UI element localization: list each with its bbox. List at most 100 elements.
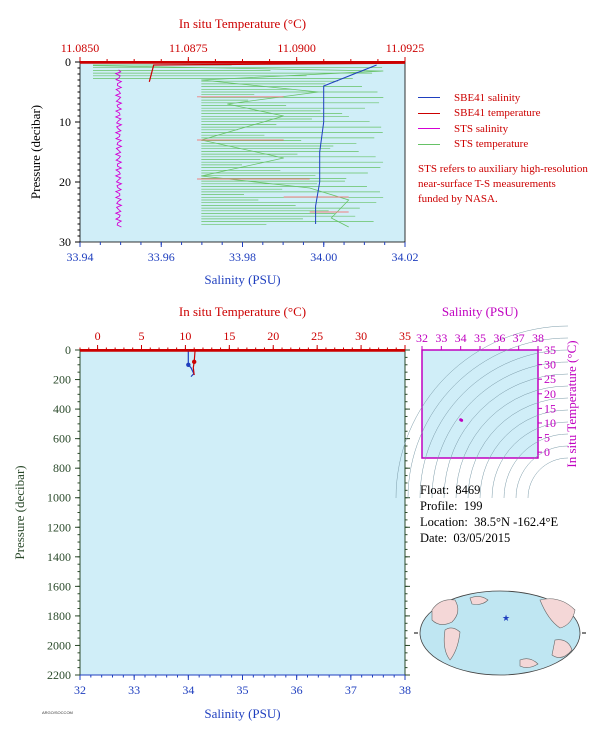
map-land (431, 599, 459, 625)
float-value: 8469 (455, 483, 481, 497)
plot-area (80, 350, 405, 675)
profile-row: Profile: 199 (420, 498, 558, 514)
float-row: Float: 8469 (420, 482, 558, 498)
left-tick-label: 0 (65, 343, 71, 357)
right-axis-title: In situ Temperature (°C) (564, 340, 579, 467)
location-label: Location: (420, 515, 468, 529)
right-tick-label: 35 (544, 343, 556, 357)
bottom-tick-label: 38 (399, 683, 411, 697)
left-tick-label: 200 (53, 373, 71, 387)
bottom-tick-label: 32 (74, 683, 86, 697)
legend: SBE41 salinity SBE41 temperature STS sal… (418, 90, 540, 152)
float-label: Float: (420, 483, 450, 497)
top-tick-label: 30 (355, 329, 367, 343)
bottom-tick-label: 34 (182, 683, 194, 697)
bottom-tick-label: 33.96 (148, 250, 175, 264)
legend-label: SBE41 salinity (454, 91, 521, 104)
location-row: Location: 38.5°N -162.4°E (420, 514, 558, 530)
top-tick-label: 5 (138, 329, 144, 343)
legend-label: STS salinity (454, 122, 509, 135)
map-land (539, 598, 576, 629)
legend-item-sts-salinity: STS salinity (418, 121, 540, 137)
right-tick-label: 30 (544, 358, 556, 372)
legend-swatch (418, 112, 440, 114)
density-contour (527, 457, 569, 499)
left-tick-label: 1000 (47, 491, 71, 505)
top-tick-label: 11.0850 (61, 41, 100, 55)
density-contour (443, 373, 569, 499)
top-tick-label: 0 (95, 329, 101, 343)
map-ocean (419, 590, 581, 676)
series-sbe41-temperature (148, 62, 406, 82)
map-land (469, 596, 489, 605)
top-axis-title: Salinity (PSU) (442, 304, 518, 319)
bottom-axis-title: Salinity (PSU) (204, 272, 280, 287)
top-tick-label: 34 (455, 331, 467, 345)
top-tick-label: 36 (493, 331, 505, 345)
map-land (519, 658, 539, 668)
temperature-marker (191, 359, 197, 365)
density-contour (419, 349, 569, 499)
bottom-tick-label: 34.00 (310, 250, 337, 264)
right-tick-label: 5 (544, 431, 550, 445)
legend-item-sbe41-salinity: SBE41 salinity (418, 90, 540, 106)
legend-swatch (418, 143, 440, 145)
top-tick-label: 38 (532, 331, 544, 345)
top-tick-label: 35 (474, 331, 486, 345)
left-tick-label: 20 (59, 175, 71, 189)
date-value: 03/05/2015 (453, 531, 511, 545)
right-tick-label: 25 (544, 372, 556, 386)
right-tick-label: 20 (544, 387, 556, 401)
left-tick-label: 30 (59, 235, 71, 249)
bottom-tick-label: 34.02 (392, 250, 419, 264)
ts-point (460, 418, 464, 422)
density-contour (479, 409, 569, 499)
top-tick-label: 37 (513, 331, 525, 345)
left-tick-label: 600 (53, 432, 71, 446)
density-contour (431, 361, 569, 499)
bottom-tick-label: 35 (237, 683, 249, 697)
legend-swatch (418, 97, 440, 99)
top-tick-label: 11.0875 (169, 41, 208, 55)
legend-item-sts-temperature: STS temperature (418, 137, 540, 153)
chart-full-profile (75, 345, 410, 680)
right-tick-label: 0 (544, 445, 550, 459)
legend-swatch (418, 128, 440, 130)
series-sbe41-salinity (187, 350, 195, 378)
legend-label: SBE41 temperature (454, 107, 541, 120)
density-contour (467, 397, 569, 499)
float-info: Float: 8469 Profile: 199 Location: 38.5°… (420, 482, 558, 546)
left-tick-label: 1200 (47, 520, 71, 534)
map-land (551, 639, 573, 658)
profile-value: 199 (463, 499, 483, 513)
left-tick-label: 0 (65, 55, 71, 69)
top-tick-label: 20 (267, 329, 279, 343)
location-value: 38.5°N -162.4°E (474, 515, 559, 529)
density-contour (407, 337, 569, 499)
series-sbe41-salinity (315, 64, 377, 224)
density-contour (395, 325, 569, 499)
left-tick-label: 800 (53, 461, 71, 475)
density-contour (455, 385, 569, 499)
left-tick-label: 1600 (47, 579, 71, 593)
top-axis-title: In situ Temperature (°C) (179, 16, 306, 31)
left-tick-label: 10 (59, 115, 71, 129)
series-sts-salinity (114, 69, 123, 228)
right-tick-label: 15 (544, 401, 556, 415)
top-axis-title: In situ Temperature (°C) (179, 304, 306, 319)
footnote: ARGO/SOCCOM (42, 710, 73, 715)
density-contour (503, 433, 569, 499)
series-sbe41-temperature (192, 349, 196, 376)
legend-label: STS temperature (454, 138, 529, 151)
top-tick-label: 10 (179, 329, 191, 343)
left-tick-label: 1800 (47, 609, 71, 623)
left-axis-title: Pressure (decibar) (28, 105, 43, 199)
density-contour (515, 445, 569, 499)
bottom-tick-label: 33.98 (229, 250, 256, 264)
legend-item-sbe41-temperature: SBE41 temperature (418, 106, 540, 122)
left-tick-label: 2000 (47, 638, 71, 652)
bottom-tick-label: 33 (128, 683, 140, 697)
left-tick-label: 400 (53, 402, 71, 416)
top-tick-label: 32 (416, 331, 428, 345)
